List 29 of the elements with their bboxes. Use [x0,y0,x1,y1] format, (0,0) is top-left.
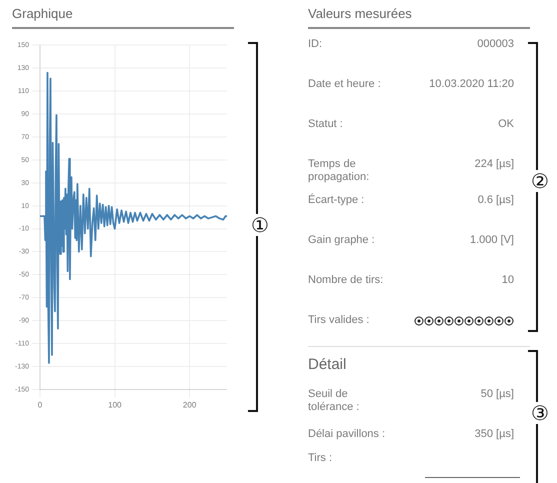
text: ① [251,213,269,237]
text: Valeurs mesurées [308,6,530,29]
text: Date et heure : [308,78,382,91]
text: Statut : [308,118,344,131]
text: 224 [µs] [474,158,514,170]
text: Écart-type : [308,194,366,207]
text: 10.03.2020 11:20 [429,78,514,90]
chart-title: Graphique [12,6,234,29]
text: Temps de propagation: [308,158,370,184]
text: 000003 [477,38,514,50]
x-tick-label: 200 [182,400,197,410]
x-tick-label: 0 [38,400,43,410]
text: Tirs valides : [308,314,370,327]
text: ③ [531,401,549,425]
text: Seuil de tolérance : [308,388,360,414]
text: 0.6 [µs] [478,194,514,206]
text: 1.000 [V] [470,234,514,246]
text: 350 [µs] [474,428,514,440]
text: Détail [308,356,348,375]
text: Tirs : [308,452,334,465]
text: 10 [502,274,514,286]
text: Nombre de tirs: [308,274,384,287]
text: ② [531,169,549,193]
text: Gain graphe : [308,234,376,247]
text: ID: [308,38,324,51]
x-tick-label: 100 [108,400,122,410]
text: Délai pavillons : [308,428,386,441]
text: OK [498,118,514,130]
text: 50 [µs] [480,388,514,400]
